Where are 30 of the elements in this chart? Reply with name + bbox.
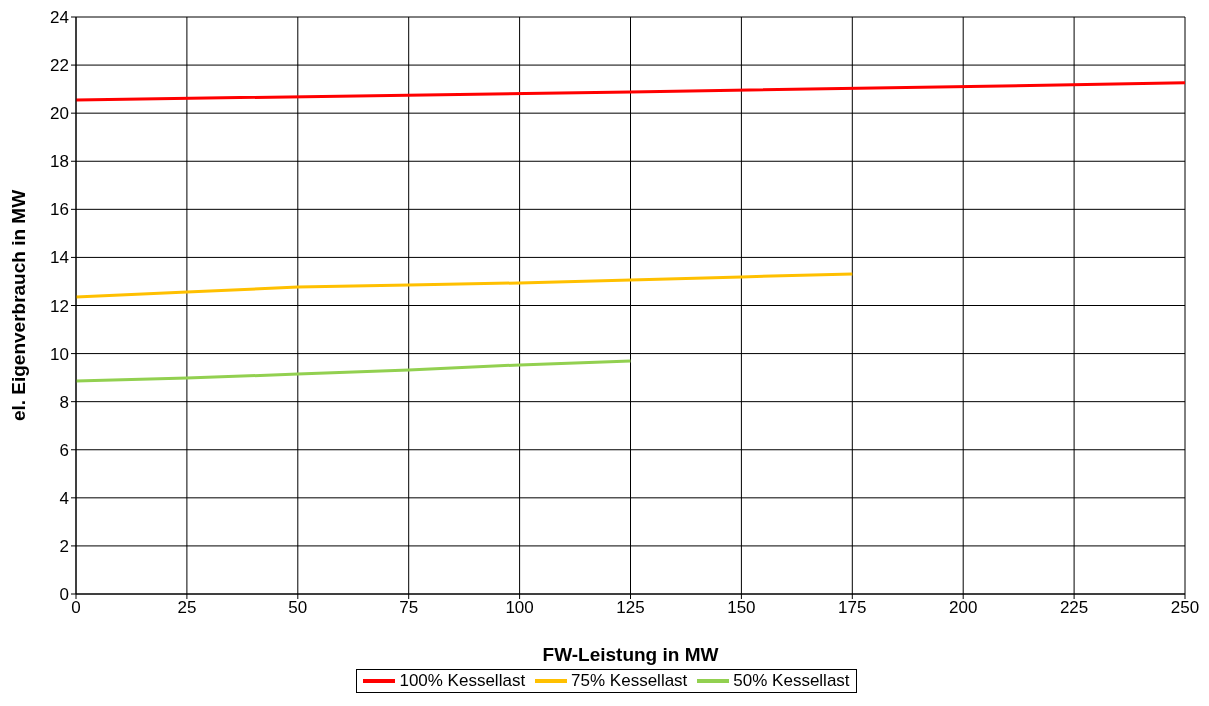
y-tick-label: 18 <box>50 152 69 172</box>
x-tick-label: 125 <box>616 598 645 618</box>
line-series <box>76 272 854 299</box>
x-tick-label: 25 <box>177 598 197 618</box>
legend-label: 50% Kessellast <box>732 671 850 691</box>
x-tick-label: 175 <box>838 598 867 618</box>
legend-label: 100% Kessellast <box>398 671 526 691</box>
y-tick-label: 6 <box>59 440 69 460</box>
x-tick-label: 250 <box>1170 598 1200 618</box>
y-tick-label: 4 <box>59 488 69 508</box>
line-series <box>76 359 632 383</box>
x-tick-label: 200 <box>949 598 978 618</box>
x-tick-label: 225 <box>1059 598 1089 618</box>
x-tick-label: 50 <box>288 598 308 618</box>
x-tick-label: 150 <box>727 598 756 618</box>
x-axis-title: FW-Leistung in MW <box>542 644 719 665</box>
y-tick-label: 16 <box>50 200 69 220</box>
y-tick-label: 22 <box>50 56 69 76</box>
y-tick-label: 12 <box>50 296 69 316</box>
y-tick-label: 14 <box>50 248 69 268</box>
x-tick-label: 100 <box>505 598 534 618</box>
legend-label: 75% Kessellast <box>570 671 688 691</box>
y-tick-label: 2 <box>59 536 69 556</box>
y-axis-title: el. Eigenverbrauch in MW <box>7 189 29 422</box>
x-tick-label: 75 <box>399 598 419 618</box>
y-tick-label: 20 <box>50 104 69 124</box>
y-tick-label: 8 <box>59 392 69 412</box>
y-tick-label: 24 <box>50 8 69 28</box>
y-tick-label: 0 <box>59 585 69 605</box>
y-tick-label: 10 <box>50 344 69 364</box>
